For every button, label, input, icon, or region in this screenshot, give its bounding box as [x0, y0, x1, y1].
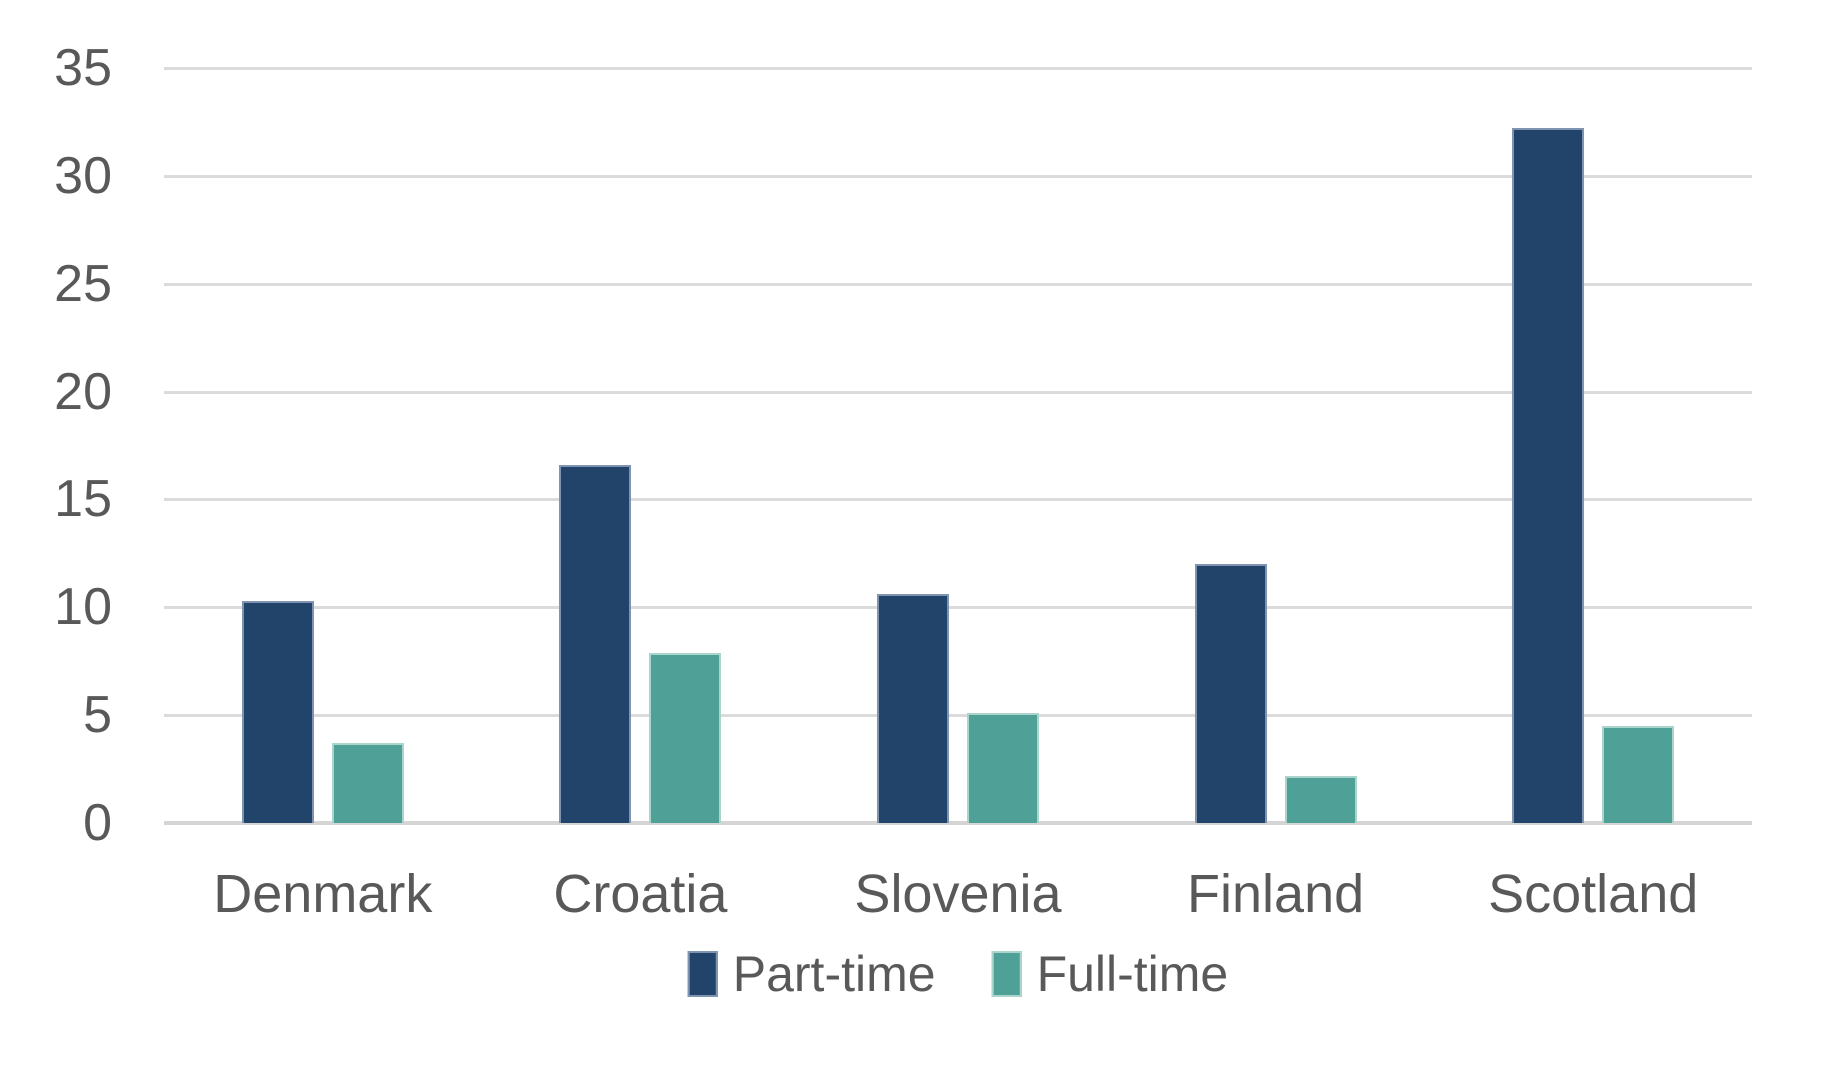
y-tick-label-0: 0	[83, 794, 112, 852]
bar-part-time-croatia	[559, 464, 632, 823]
legend-item-part-time: Part-time	[687, 945, 936, 1003]
bar-full-time-croatia	[649, 652, 722, 823]
bar-part-time-finland	[1194, 564, 1267, 823]
x-category-label-croatia: Croatia	[553, 864, 728, 924]
x-category-label-finland: Finland	[1187, 864, 1365, 924]
y-tick-label-20: 20	[54, 362, 112, 421]
gridline-10	[164, 606, 1752, 610]
x-category-label-slovenia: Slovenia	[854, 864, 1062, 924]
bar-full-time-denmark	[331, 743, 404, 823]
gridline-20	[164, 390, 1752, 394]
y-tick-label-10: 10	[54, 578, 112, 637]
bar-part-time-slovenia	[877, 594, 949, 823]
bar-full-time-scotland	[1602, 725, 1675, 823]
y-tick-label-5: 5	[83, 686, 112, 745]
y-tick-label-30: 30	[54, 146, 112, 205]
y-tick-label-25: 25	[54, 254, 112, 313]
bar-part-time-scotland	[1512, 128, 1585, 823]
x-axis-line	[164, 821, 1752, 825]
x-category-label-denmark: Denmark	[213, 864, 433, 924]
bar-part-time-denmark	[241, 600, 314, 823]
gridline-15	[164, 498, 1752, 502]
y-tick-label-15: 15	[54, 470, 112, 529]
legend-marker-part-time	[687, 951, 718, 997]
bar-full-time-finland	[1284, 775, 1357, 823]
legend: Part-time Full-time	[687, 945, 1229, 1003]
legend-label-part-time: Part-time	[732, 946, 936, 1002]
legend-marker-full-time	[991, 951, 1022, 997]
gridline-25	[164, 282, 1752, 286]
y-tick-label-35: 35	[54, 39, 112, 97]
legend-item-full-time: Full-time	[991, 945, 1229, 1003]
legend-label-full-time: Full-time	[1036, 946, 1229, 1002]
gridline-5	[164, 714, 1752, 718]
x-category-label-scotland: Scotland	[1488, 864, 1699, 924]
gridline-35	[164, 67, 1752, 70]
bar-full-time-slovenia	[967, 712, 1039, 823]
gridline-30	[164, 174, 1752, 178]
